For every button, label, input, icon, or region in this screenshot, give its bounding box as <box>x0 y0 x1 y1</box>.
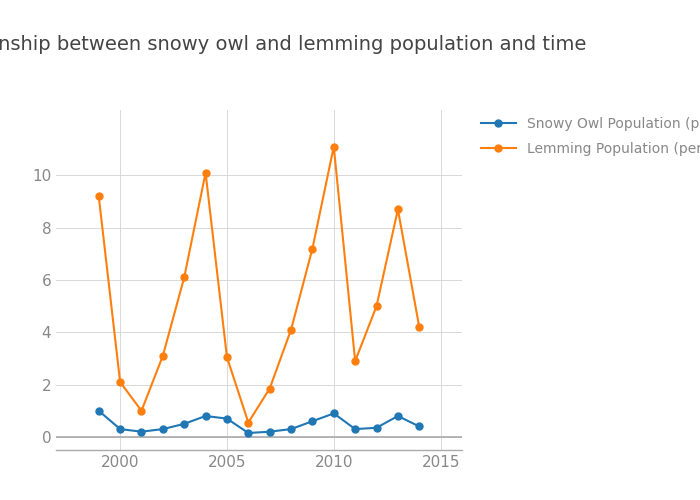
Lemming Population (per ha) <box>244 420 253 426</box>
Lemming Population (per ha) <box>372 303 381 309</box>
Legend: Snowy Owl Population (per ha), Lemming Population (per ha): Snowy Owl Population (per ha), Lemming P… <box>481 117 700 156</box>
Line: Lemming Population (per ha): Lemming Population (per ha) <box>95 143 423 426</box>
Lemming Population (per ha) <box>330 144 338 150</box>
Lemming Population (per ha) <box>137 408 146 414</box>
Snowy Owl Population (per ha) <box>415 424 424 430</box>
Lemming Population (per ha) <box>116 379 125 385</box>
Snowy Owl Population (per ha) <box>244 430 253 436</box>
Lemming Population (per ha) <box>393 206 402 212</box>
Lemming Population (per ha) <box>94 194 103 200</box>
Lemming Population (per ha) <box>265 386 274 392</box>
Snowy Owl Population (per ha) <box>159 426 167 432</box>
Lemming Population (per ha) <box>415 324 424 330</box>
Snowy Owl Population (per ha) <box>287 426 295 432</box>
Snowy Owl Population (per ha) <box>180 421 188 427</box>
Lemming Population (per ha) <box>202 170 210 176</box>
Snowy Owl Population (per ha) <box>223 416 231 422</box>
Line: Snowy Owl Population (per ha): Snowy Owl Population (per ha) <box>95 408 423 436</box>
Lemming Population (per ha) <box>223 354 231 360</box>
Snowy Owl Population (per ha) <box>202 413 210 419</box>
Text: Relationship between snowy owl and lemming population and time: Relationship between snowy owl and lemmi… <box>0 35 587 54</box>
Snowy Owl Population (per ha) <box>372 425 381 431</box>
Lemming Population (per ha) <box>287 326 295 332</box>
Snowy Owl Population (per ha) <box>94 408 103 414</box>
Snowy Owl Population (per ha) <box>393 413 402 419</box>
Lemming Population (per ha) <box>351 358 359 364</box>
Snowy Owl Population (per ha) <box>330 410 338 416</box>
Lemming Population (per ha) <box>159 353 167 359</box>
Snowy Owl Population (per ha) <box>351 426 359 432</box>
Snowy Owl Population (per ha) <box>265 428 274 434</box>
Snowy Owl Population (per ha) <box>137 428 146 434</box>
Lemming Population (per ha) <box>308 246 316 252</box>
Lemming Population (per ha) <box>180 274 188 280</box>
Snowy Owl Population (per ha) <box>308 418 316 424</box>
Snowy Owl Population (per ha) <box>116 426 125 432</box>
